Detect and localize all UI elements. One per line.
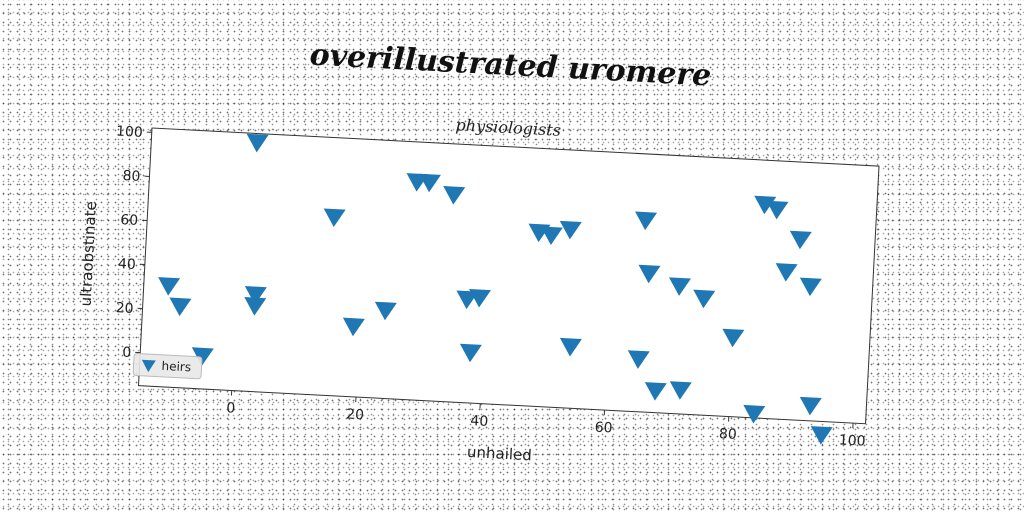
scatter-point [443,186,466,205]
scatter-point [722,328,745,348]
scatter-point [743,404,766,424]
y-tick-label: 60 [120,212,139,229]
scatter-point [810,426,833,445]
y-tick-label: 0 [122,345,132,361]
scatter-point [158,277,181,296]
legend-label: heirs [161,359,191,375]
x-tick-label: 60 [594,420,613,437]
y-axis-label: ultraobstinate [77,201,100,307]
scatter-marks [158,133,833,445]
scatter-point [669,277,691,296]
scatter-point [799,277,822,297]
y-tick-label: 80 [122,168,141,185]
scatter-point [799,396,822,416]
legend-marker-icon [141,359,156,373]
legend: heirs [132,353,203,380]
scatter-point [754,195,777,215]
y-tick-label: 20 [115,300,134,317]
legend-box [132,353,203,380]
scatter-point [638,264,661,284]
scatter-point [559,220,582,240]
x-tick-label: 0 [226,400,236,416]
scatter-point [418,173,441,193]
x-axis-label: unhailed [467,443,533,464]
scatter-point [374,301,397,321]
scatter-point [323,208,346,228]
scatter-point [644,382,667,401]
scatter-point [693,289,716,309]
scatter-point [244,286,267,305]
x-tick-label: 40 [470,413,489,430]
scatter-point [342,317,365,337]
scatter-point [169,297,192,317]
scatter-point [766,200,789,220]
x-ticks: 0 20 40 60 80 100 [226,390,866,450]
scatter-point [191,347,214,366]
scatter-point [559,337,582,357]
y-ticks: 0 20 40 60 80 100 [115,124,152,361]
x-tick-label: 20 [346,407,365,424]
scatter-point [246,133,269,153]
scatter-point [469,288,491,308]
x-tick-label: 80 [719,426,738,443]
chart-subtitle: physiologists [455,115,561,139]
scatter-point [244,297,267,316]
scatter-point [635,211,658,231]
chart-title: overillustrated uromere [309,38,712,94]
scatter-point [459,343,482,363]
plot-frame [137,127,880,425]
y-tick-label: 100 [116,124,144,141]
scatter-point [627,350,650,369]
x-tick-label: 100 [838,432,866,449]
scatter-point [540,226,563,246]
y-tick-label: 40 [118,256,137,273]
scatter-point [669,381,692,400]
scatter-point [775,263,798,282]
scatter-point [789,230,812,250]
plot-area: 0 20 40 60 80 100 0 20 40 60 80 100 unhailed ultra… [77,124,880,464]
